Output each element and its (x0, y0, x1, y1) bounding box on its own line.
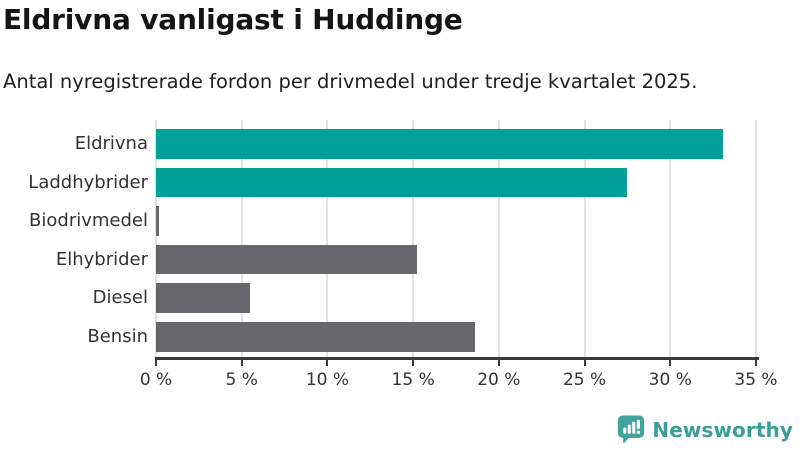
gridline (240, 120, 243, 357)
category-label-bensin: Bensin (87, 326, 148, 347)
newsworthy-logo: Newsworthy (616, 414, 793, 445)
x-axis-tick-label: 25 % (562, 370, 607, 390)
bar-eldrivna (156, 129, 724, 159)
x-axis-tick-label: 30 % (648, 370, 692, 390)
gridline (583, 120, 586, 357)
gridline (326, 120, 329, 357)
x-axis-tick-label: 35 % (734, 370, 778, 390)
x-axis-tick-label: 5 % (225, 370, 258, 390)
x-axis-tick (240, 359, 243, 366)
bar-elhybrider (156, 244, 417, 275)
x-axis-tick-label: 20 % (477, 370, 521, 390)
gridline (155, 120, 157, 357)
newsworthy-speech-bubble-chart-icon (616, 414, 646, 445)
chart-subtitle: Antal nyregistrerade fordon per drivmede… (3, 70, 698, 93)
x-axis-tick (412, 359, 415, 366)
gridline (755, 120, 757, 357)
x-axis-tick (326, 359, 329, 366)
gridline (497, 120, 500, 357)
x-axis-line (155, 357, 759, 360)
chart-title: Eldrivna vanligast i Huddinge (3, 3, 463, 36)
x-axis-tick-label: 10 % (305, 370, 350, 390)
category-label-biodrivmedel: Biodrivmedel (29, 210, 148, 232)
x-axis-tick (497, 359, 500, 366)
category-label-diesel: Diesel (92, 287, 148, 309)
category-label-laddhybrider: Laddhybrider (28, 171, 148, 193)
x-axis-tick (755, 359, 757, 366)
category-label-elhybrider: Elhybrider (55, 248, 148, 270)
x-axis-tick-label: 0 % (139, 370, 173, 390)
x-axis-tick (583, 359, 586, 366)
gridline (412, 120, 415, 357)
bar-diesel (156, 283, 251, 313)
x-axis-tick (155, 359, 157, 366)
x-axis-tick (669, 359, 672, 366)
gridline (669, 120, 672, 357)
bar-laddhybrider (156, 167, 628, 198)
newsworthy-wordmark: Newsworthy (652, 417, 793, 442)
bar-biodrivmedel (156, 206, 160, 236)
bar-bensin (156, 322, 475, 352)
x-axis-tick-label: 15 % (391, 370, 435, 390)
category-label-eldrivna: Eldrivna (74, 133, 148, 154)
